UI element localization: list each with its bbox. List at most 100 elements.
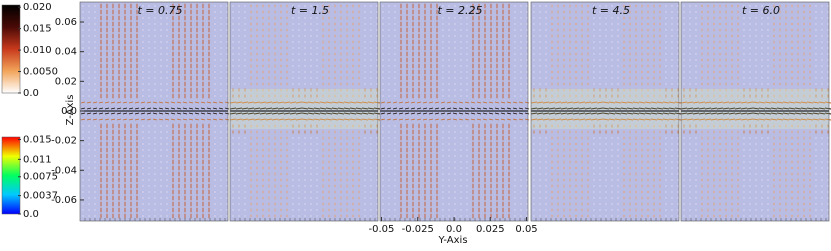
- vector: [776, 112, 784, 115]
- vector: [644, 112, 652, 115]
- y-tick-label: 0.04: [55, 47, 77, 58]
- vector: [638, 107, 646, 110]
- vector: [620, 107, 628, 110]
- vector: [782, 118, 790, 121]
- vector: [182, 107, 188, 110]
- vector: [464, 118, 470, 121]
- vector: [367, 112, 375, 115]
- colorbar-tick-label: 0.010: [23, 45, 52, 56]
- vector: [536, 101, 544, 104]
- vector: [158, 107, 164, 110]
- vector: [752, 112, 760, 115]
- vector: [572, 107, 580, 110]
- vector: [176, 112, 182, 115]
- vector: [800, 112, 808, 115]
- vector: [253, 112, 261, 115]
- vector: [656, 112, 664, 115]
- vector: [367, 101, 375, 104]
- vector: [313, 107, 321, 110]
- vector: [194, 107, 200, 110]
- vector: [452, 118, 458, 121]
- vector: [188, 112, 194, 115]
- vector: [668, 118, 676, 121]
- vector: [578, 101, 586, 104]
- vector: [146, 112, 152, 115]
- vector: [200, 118, 206, 121]
- vector: [656, 107, 664, 110]
- vector: [632, 118, 640, 121]
- vector: [247, 107, 255, 110]
- vector: [392, 107, 398, 110]
- vector: [500, 101, 506, 104]
- vector: [422, 112, 428, 115]
- vector: [536, 107, 544, 110]
- vector: [349, 101, 357, 104]
- vector: [518, 101, 524, 104]
- vector: [373, 112, 381, 115]
- vector: [188, 107, 194, 110]
- vector: [224, 112, 230, 115]
- vector: [530, 101, 538, 104]
- vector: [307, 118, 315, 121]
- vector: [644, 118, 652, 121]
- vector: [494, 107, 500, 110]
- vector: [566, 118, 574, 121]
- colorbar-tick-label: 0.0075: [23, 172, 58, 183]
- vector: [506, 101, 512, 104]
- vector: [572, 101, 580, 104]
- vector: [752, 118, 760, 121]
- vector: [626, 118, 634, 121]
- vector: [416, 107, 422, 110]
- vector: [224, 118, 230, 121]
- vector: [632, 101, 640, 104]
- vector: [319, 101, 327, 104]
- vector: [307, 107, 315, 110]
- panel-title: t = 2.25: [437, 4, 482, 17]
- vector: [608, 112, 616, 115]
- vector: [554, 118, 562, 121]
- vector: [289, 101, 297, 104]
- vector: [470, 118, 476, 121]
- y-tick-label: -0.02: [51, 136, 77, 147]
- vector: [596, 107, 604, 110]
- vector: [122, 107, 128, 110]
- vector: [152, 118, 158, 121]
- vector: [710, 101, 718, 104]
- vector: [331, 107, 339, 110]
- vector: [560, 118, 568, 121]
- vector: [80, 107, 86, 110]
- vector: [488, 107, 494, 110]
- vector: [614, 101, 622, 104]
- vector: [212, 107, 218, 110]
- vector: [770, 112, 778, 115]
- panel: t = 1.5: [229, 1, 381, 222]
- vector: [566, 101, 574, 104]
- vector: [428, 112, 434, 115]
- vector: [542, 107, 550, 110]
- vector: [307, 112, 315, 115]
- vector: [170, 107, 176, 110]
- vector: [188, 101, 194, 104]
- vector: [644, 107, 652, 110]
- vector: [482, 107, 488, 110]
- vector: [722, 112, 730, 115]
- vector: [86, 101, 92, 104]
- vector: [319, 107, 327, 110]
- vector: [662, 101, 670, 104]
- vector: [740, 112, 748, 115]
- vector: [194, 101, 200, 104]
- x-tick-label: -0.05: [369, 224, 395, 235]
- vector: [116, 107, 122, 110]
- vector: [277, 112, 285, 115]
- vector: [158, 118, 164, 121]
- vector: [686, 107, 694, 110]
- vector: [656, 101, 664, 104]
- vector: [110, 101, 116, 104]
- vector: [638, 112, 646, 115]
- vector: [596, 112, 604, 115]
- vector: [404, 118, 410, 121]
- panel: t = 0.75: [79, 1, 230, 222]
- vector: [325, 101, 333, 104]
- vector: [128, 112, 134, 115]
- vector: [307, 101, 315, 104]
